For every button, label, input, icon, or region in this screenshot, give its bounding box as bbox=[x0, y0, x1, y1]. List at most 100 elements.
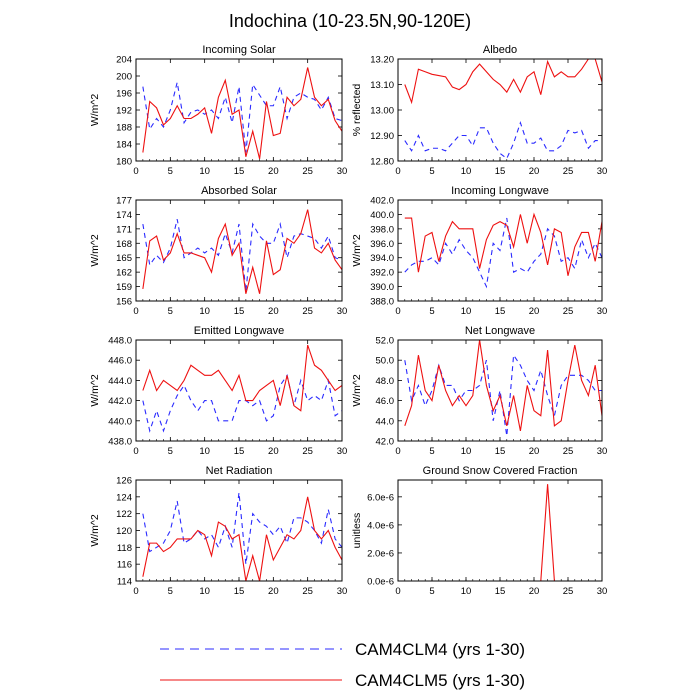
panel-7: Net Radiation W/m^2 0 5 10 15 20 25 30 114 116 118 1… bbox=[89, 465, 347, 597]
series-line-clm4 bbox=[404, 353, 602, 437]
x-tick-label: 20 bbox=[529, 586, 540, 597]
y-tick-label: 200 bbox=[116, 72, 132, 83]
y-tick-label: 177 bbox=[116, 196, 132, 207]
y-tick-label: 13.10 bbox=[370, 80, 394, 91]
y-tick-label: 114 bbox=[117, 577, 132, 588]
y-tick-label: 394.0 bbox=[370, 253, 394, 264]
series-line-clm5 bbox=[404, 339, 603, 432]
x-tick-label: 0 bbox=[133, 306, 138, 317]
series-line-clm5 bbox=[142, 67, 343, 160]
panel-title: Net Longwave bbox=[465, 325, 535, 337]
x-tick-label: 15 bbox=[234, 306, 245, 317]
x-tick-label: 25 bbox=[302, 306, 313, 317]
y-axis-label: unitless bbox=[351, 513, 363, 549]
panel-title: Albedo bbox=[483, 44, 517, 56]
plot-frame bbox=[397, 339, 603, 442]
series-line-clm5 bbox=[404, 58, 603, 105]
x-tick-label: 15 bbox=[234, 586, 245, 597]
y-tick-label: 396.0 bbox=[370, 239, 394, 250]
y-tick-label: 174 bbox=[116, 210, 132, 221]
x-tick-label: 5 bbox=[168, 446, 173, 457]
panel-title: Absorbed Solar bbox=[201, 185, 277, 197]
x-tick-label: 0 bbox=[133, 446, 138, 457]
x-tick-label: 20 bbox=[268, 446, 279, 457]
panels: Incoming Solar W/m^2 0 5 10 15 20 25 30 180 184 188… bbox=[89, 44, 607, 597]
y-axis-label: W/m^2 bbox=[89, 234, 101, 267]
x-tick-label: 20 bbox=[268, 306, 279, 317]
x-tick-label: 30 bbox=[337, 446, 348, 457]
series-line-clm5 bbox=[142, 496, 343, 582]
series-line-clm5 bbox=[142, 209, 343, 294]
series-line-clm4 bbox=[142, 219, 343, 292]
y-axis-label: W/m^2 bbox=[351, 234, 363, 267]
x-tick-label: 10 bbox=[461, 306, 472, 317]
y-tick-label: 44.0 bbox=[376, 416, 395, 427]
y-tick-label: 52.0 bbox=[376, 336, 395, 347]
y-tick-label: 446.0 bbox=[108, 356, 132, 367]
x-tick-label: 5 bbox=[429, 306, 434, 317]
y-tick-label: 168 bbox=[116, 239, 132, 250]
panel-3: Absorbed Solar W/m^2 0 5 10 15 20 25 30 156 159 162… bbox=[89, 185, 347, 317]
y-tick-label: 440.0 bbox=[108, 416, 132, 427]
plot-frame bbox=[135, 339, 343, 442]
y-tick-label: 180 bbox=[116, 157, 132, 168]
y-tick-label: 120 bbox=[116, 526, 132, 537]
x-tick-label: 0 bbox=[395, 586, 400, 597]
y-tick-label: 50.0 bbox=[376, 356, 395, 367]
panel-6: Net Longwave W/m^2 0 5 10 15 20 25 30 42.0 44.0 46.… bbox=[351, 325, 607, 457]
panel-5: Emitted Longwave W/m^2 0 5 10 15 20 25 30 438.0 44… bbox=[89, 325, 347, 457]
y-tick-label: 388.0 bbox=[370, 297, 394, 308]
x-tick-label: 10 bbox=[461, 586, 472, 597]
x-tick-label: 25 bbox=[302, 586, 313, 597]
y-tick-label: 448.0 bbox=[108, 336, 132, 347]
panel-title: Incoming Solar bbox=[202, 44, 276, 56]
series-line-clm4 bbox=[142, 82, 343, 153]
x-tick-label: 20 bbox=[268, 586, 279, 597]
x-tick-label: 30 bbox=[597, 586, 608, 597]
plot-frame bbox=[135, 199, 343, 302]
y-tick-label: 444.0 bbox=[108, 376, 132, 387]
x-tick-label: 0 bbox=[395, 446, 400, 457]
y-tick-label: 6.0e-6 bbox=[367, 492, 394, 503]
x-tick-label: 30 bbox=[337, 166, 348, 177]
panel-4: Incoming Longwave W/m^2 0 5 10 15 20 25 30 388.0 3… bbox=[351, 185, 607, 317]
x-tick-label: 30 bbox=[597, 166, 608, 177]
panel-title: Ground Snow Covered Fraction bbox=[423, 465, 578, 477]
y-tick-label: 390.0 bbox=[370, 282, 394, 293]
y-tick-label: 392.0 bbox=[370, 268, 394, 279]
y-tick-label: 12.90 bbox=[370, 131, 394, 142]
x-tick-label: 0 bbox=[395, 306, 400, 317]
y-tick-label: 165 bbox=[116, 253, 132, 264]
y-tick-label: 204 bbox=[116, 55, 132, 66]
y-tick-label: 400.0 bbox=[370, 210, 394, 221]
panel-title: Emitted Longwave bbox=[194, 325, 285, 337]
x-tick-label: 20 bbox=[268, 166, 279, 177]
panel-8: Ground Snow Covered Fraction unitless 0 5 10… bbox=[351, 465, 607, 597]
y-tick-label: 126 bbox=[116, 476, 132, 487]
y-tick-label: 42.0 bbox=[376, 437, 395, 448]
figure-title: Indochina (10-23.5N,90-120E) bbox=[229, 11, 471, 31]
y-tick-label: 122 bbox=[116, 509, 132, 520]
x-tick-label: 10 bbox=[199, 446, 210, 457]
y-tick-label: 124 bbox=[116, 492, 132, 503]
y-tick-label: 2.0e-6 bbox=[367, 548, 394, 559]
y-tick-label: 118 bbox=[117, 543, 132, 554]
x-tick-label: 25 bbox=[563, 446, 574, 457]
y-tick-label: 156 bbox=[116, 297, 132, 308]
x-tick-label: 10 bbox=[199, 586, 210, 597]
plot-frame bbox=[397, 479, 603, 582]
panel-title: Incoming Longwave bbox=[451, 185, 549, 197]
x-tick-label: 5 bbox=[429, 586, 434, 597]
x-tick-label: 15 bbox=[495, 166, 506, 177]
plot-frame bbox=[397, 58, 603, 162]
x-tick-label: 15 bbox=[495, 446, 506, 457]
y-tick-label: 438.0 bbox=[108, 437, 132, 448]
series-line-clm5 bbox=[404, 212, 603, 276]
y-axis-label: W/m^2 bbox=[89, 94, 101, 127]
x-tick-label: 15 bbox=[495, 306, 506, 317]
plot-frame bbox=[135, 58, 343, 162]
x-tick-label: 10 bbox=[199, 166, 210, 177]
x-tick-label: 0 bbox=[395, 166, 400, 177]
y-tick-label: 402.0 bbox=[370, 196, 394, 207]
series-line-clm5 bbox=[404, 484, 602, 582]
